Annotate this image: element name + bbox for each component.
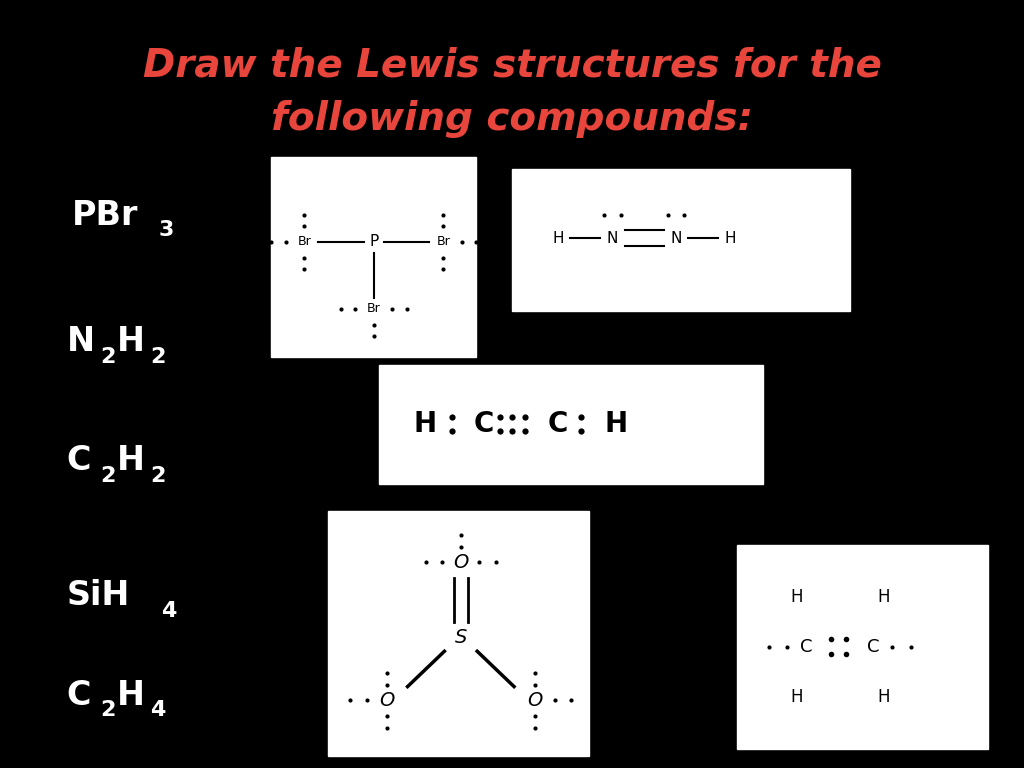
Text: Br: Br	[436, 236, 451, 248]
Text: 2: 2	[100, 700, 116, 720]
Text: H: H	[117, 326, 144, 358]
Text: 3: 3	[159, 220, 174, 240]
Bar	[379, 365, 763, 484]
Text: H: H	[877, 687, 890, 706]
Text: 4: 4	[151, 700, 166, 720]
Text: 4: 4	[161, 601, 176, 621]
Text: following compounds:: following compounds:	[271, 100, 753, 138]
Text: O: O	[526, 691, 543, 710]
Text: H: H	[877, 588, 890, 606]
Text: S: S	[455, 628, 467, 647]
Text: Br: Br	[297, 236, 311, 248]
Text: H: H	[605, 410, 628, 438]
Bar	[512, 169, 850, 311]
Text: H: H	[724, 230, 736, 246]
Text: H: H	[117, 679, 144, 711]
Text: C: C	[548, 410, 568, 438]
Text: C: C	[473, 410, 494, 438]
Text: O: O	[453, 553, 469, 571]
Text: N: N	[670, 230, 682, 246]
Text: C: C	[800, 637, 813, 656]
Bar	[271, 157, 476, 357]
Text: Br: Br	[367, 303, 381, 315]
Text: 2: 2	[151, 347, 166, 367]
Text: O: O	[379, 691, 395, 710]
Text: 2: 2	[100, 347, 116, 367]
Text: H: H	[552, 230, 564, 246]
Text: 2: 2	[100, 466, 116, 486]
Text: C: C	[866, 637, 880, 656]
Text: SiH: SiH	[67, 579, 130, 611]
Text: H: H	[414, 410, 436, 438]
Bar	[328, 511, 589, 756]
Text: C: C	[67, 445, 91, 477]
Text: H: H	[790, 687, 803, 706]
Text: C: C	[67, 679, 91, 711]
Text: N: N	[606, 230, 618, 246]
Text: Draw the Lewis structures for the: Draw the Lewis structures for the	[142, 46, 882, 84]
Text: P: P	[369, 234, 379, 250]
Text: H: H	[790, 588, 803, 606]
Text: 2: 2	[151, 466, 166, 486]
Text: PBr: PBr	[72, 199, 138, 231]
Bar	[737, 545, 988, 749]
Text: H: H	[117, 445, 144, 477]
Text: N: N	[67, 326, 94, 358]
